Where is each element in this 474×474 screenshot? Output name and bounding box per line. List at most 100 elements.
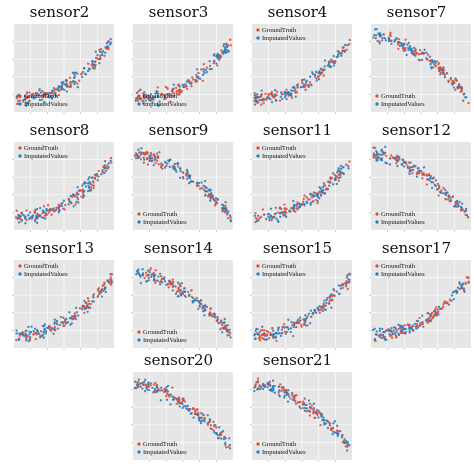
imputed-point xyxy=(333,420,336,423)
ground-truth-point xyxy=(219,56,222,59)
imputed-point xyxy=(24,217,27,220)
ground-truth-point xyxy=(139,382,142,385)
imputed-point xyxy=(347,167,350,170)
ground-truth-point xyxy=(102,289,105,293)
ground-truth-point xyxy=(269,331,272,335)
ground-truth-point xyxy=(396,40,400,44)
ground-truth-point xyxy=(226,216,230,220)
ground-truth-point xyxy=(106,279,109,283)
ground-truth-point xyxy=(223,209,227,212)
ground-truth-point xyxy=(303,194,306,197)
imputed-point xyxy=(136,269,139,273)
imputed-point xyxy=(303,322,306,325)
imputed-point xyxy=(378,33,382,36)
ground-truth-point xyxy=(110,273,113,276)
ground-truth-point xyxy=(87,306,91,310)
ground-truth-point xyxy=(71,318,74,321)
legend-ground-truth-marker xyxy=(256,442,260,446)
imputed-point xyxy=(375,154,379,157)
ground-truth-point xyxy=(398,158,401,161)
imputed-point xyxy=(187,294,191,297)
ground-truth-point xyxy=(407,323,410,326)
imputed-point xyxy=(286,400,290,403)
imputed-point xyxy=(401,45,404,48)
imputed-point xyxy=(402,165,406,168)
imputed-point xyxy=(147,383,150,386)
ground-truth-point xyxy=(216,52,219,55)
imputed-point xyxy=(253,389,256,393)
ground-truth-point xyxy=(317,309,320,312)
imputed-point xyxy=(169,403,172,406)
imputed-point xyxy=(429,63,432,66)
ground-truth-point xyxy=(81,188,85,191)
imputed-point xyxy=(256,214,260,218)
imputed-point xyxy=(333,177,337,180)
imputed-point xyxy=(48,327,51,331)
ground-truth-point xyxy=(168,95,171,98)
ground-truth-point xyxy=(229,216,232,219)
imputed-point xyxy=(372,146,375,149)
ground-truth-point xyxy=(207,193,211,196)
ground-truth-point xyxy=(311,312,315,316)
ground-truth-point xyxy=(181,397,184,400)
imputed-point xyxy=(326,426,330,430)
ground-truth-point xyxy=(142,161,145,164)
ground-truth-point xyxy=(195,184,199,187)
ground-truth-point xyxy=(59,88,62,91)
ground-truth-point xyxy=(333,289,336,292)
ground-truth-point xyxy=(150,154,153,157)
imputed-point xyxy=(335,182,338,186)
ground-truth-point xyxy=(209,307,212,310)
ground-truth-point xyxy=(333,61,337,65)
imputed-point xyxy=(76,185,79,189)
ground-truth-point xyxy=(147,98,151,102)
ground-truth-point xyxy=(448,200,451,203)
ground-truth-point xyxy=(99,47,103,51)
ground-truth-point xyxy=(29,338,32,342)
ground-truth-point xyxy=(93,177,97,181)
ground-truth-point xyxy=(285,330,289,334)
imputed-point xyxy=(274,98,278,102)
ground-truth-point xyxy=(308,410,312,413)
imputed-point xyxy=(330,306,333,309)
imputed-point xyxy=(267,212,270,216)
ground-truth-point xyxy=(341,46,344,49)
imputed-point xyxy=(54,94,58,98)
imputed-point xyxy=(210,67,213,71)
imputed-point xyxy=(220,203,224,206)
imputed-point xyxy=(203,420,206,423)
ground-truth-point xyxy=(135,387,138,390)
chart-panel-sensor15: sensor15 GroundTruth ImputatedValues xyxy=(240,238,355,356)
ground-truth-point xyxy=(277,211,280,214)
ground-truth-point xyxy=(191,76,194,79)
ground-truth-point xyxy=(205,66,209,69)
imputed-point xyxy=(102,171,106,174)
imputed-point xyxy=(149,382,152,385)
chart-title: sensor20 xyxy=(143,351,214,369)
ground-truth-point xyxy=(168,93,172,96)
imputed-point xyxy=(189,174,192,177)
ground-truth-point xyxy=(323,184,326,187)
ground-truth-point xyxy=(184,295,187,298)
imputed-point xyxy=(17,338,20,341)
ground-truth-point xyxy=(421,173,424,176)
imputed-point xyxy=(229,218,232,222)
ground-truth-point xyxy=(308,402,312,405)
ground-truth-point xyxy=(462,287,465,290)
imputed-point xyxy=(53,321,56,324)
ground-truth-point xyxy=(86,297,90,300)
ground-truth-point xyxy=(102,165,105,169)
ground-truth-point xyxy=(437,62,441,65)
imputed-point xyxy=(174,285,177,288)
ground-truth-point xyxy=(67,197,70,200)
imputed-point xyxy=(156,279,159,282)
ground-truth-point xyxy=(179,285,182,288)
imputed-point xyxy=(281,97,284,101)
imputed-point xyxy=(315,194,318,197)
ground-truth-point xyxy=(261,329,264,332)
ground-truth-point xyxy=(329,427,333,430)
ground-truth-point xyxy=(442,305,445,309)
ground-truth-point xyxy=(318,191,322,194)
ground-truth-point xyxy=(154,269,157,272)
chart-title: sensor15 xyxy=(262,239,333,257)
